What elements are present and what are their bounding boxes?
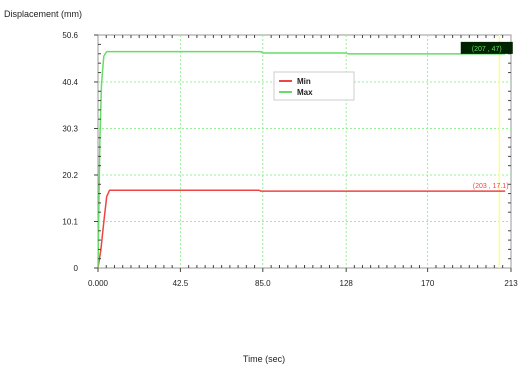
x-tick-label: 0.000	[88, 279, 109, 288]
y-tick-label: 50.6	[62, 31, 78, 40]
series-line-max	[97, 50, 506, 269]
plot-area	[97, 34, 512, 269]
legend-label-min: Min	[297, 77, 311, 86]
x-tick-label: 213	[504, 279, 518, 288]
y-tick-label: 40.4	[62, 78, 78, 87]
annotation-max: (207 , 47)	[472, 46, 502, 53]
x-tick-label: 128	[340, 279, 354, 288]
x-tick-label: 42.5	[173, 279, 189, 288]
y-tick-label: 30.3	[62, 124, 78, 133]
x-tick-label: 85.0	[255, 279, 271, 288]
legend-box	[273, 71, 355, 101]
y-tick-label: 0	[74, 264, 79, 273]
y-tick-label: 20.2	[62, 171, 78, 180]
legend: Min Max	[273, 71, 355, 101]
y-axis-label: Displacement (mm)	[4, 9, 82, 19]
x-axis-label: Time (sec)	[243, 354, 285, 364]
x-tick-label: 170	[421, 279, 435, 288]
annotation-min: (203 , 17.1)	[473, 183, 509, 190]
axes: 0.000 42.5 85.0 128 170 213 0 10.1 20.2 30.3 40.4 5…	[62, 31, 518, 288]
legend-label-max: Max	[297, 88, 313, 97]
series-layer	[97, 50, 506, 269]
annotation-bg-max	[460, 41, 513, 54]
annotations: (203 , 17.1) (207 , 47)	[460, 41, 513, 190]
y-tick-label: 10.1	[62, 217, 78, 226]
grid	[98, 35, 511, 268]
series-line-min	[97, 189, 506, 269]
